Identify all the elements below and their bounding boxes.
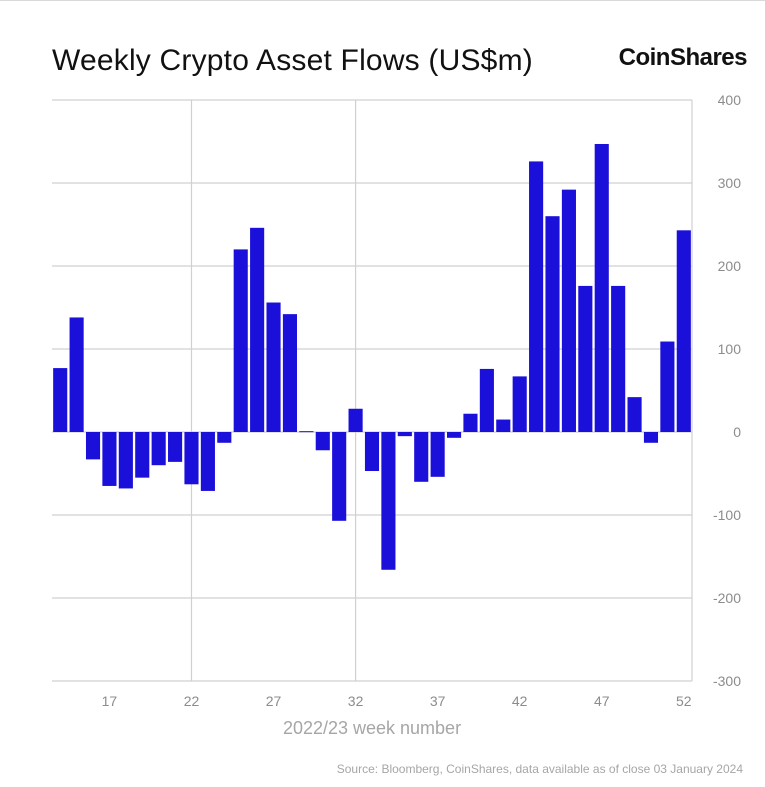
bar-week-25	[233, 249, 248, 432]
bar-week-47	[594, 143, 609, 433]
y-tick-label: -200	[713, 590, 741, 606]
x-tick-label: 47	[594, 693, 610, 709]
x-tick-label: 52	[676, 693, 692, 709]
bar-week-15	[69, 317, 84, 432]
y-tick-label: 300	[718, 175, 742, 191]
bar-week-43	[529, 161, 544, 433]
y-tick-label: 400	[718, 92, 742, 108]
bar-week-24	[217, 432, 232, 443]
y-tick-label: 200	[718, 258, 742, 274]
bar-week-33	[364, 432, 380, 472]
y-axis-ticks: 400 300 200 100 0 -100 -200 -300	[713, 92, 741, 689]
bar-week-37	[430, 432, 445, 477]
bar-week-46	[578, 285, 593, 432]
y-tick-label: -100	[713, 507, 741, 523]
bar-week-20	[151, 432, 166, 466]
x-axis-ticks: 17 22 27 32 37 42 47 52	[102, 693, 692, 709]
chart-title: Weekly Crypto Asset Flows (US$m)	[52, 44, 533, 77]
x-tick-label: 32	[348, 693, 364, 709]
bar-week-14	[53, 368, 68, 432]
bar-week-35	[397, 432, 412, 437]
bar-week-26	[250, 227, 265, 432]
y-tick-label: 100	[718, 341, 742, 357]
x-tick-label: 27	[266, 693, 282, 709]
bar-week-39	[463, 413, 478, 432]
bar-week-50	[643, 432, 659, 443]
bar-week-22	[184, 432, 199, 485]
y-tick-label: -300	[713, 673, 741, 689]
bar-week-45	[561, 189, 576, 432]
coinshares-logo: CoinShares	[618, 44, 748, 71]
bar-week-38	[446, 432, 462, 438]
bar-week-36	[414, 432, 429, 482]
bar-week-51	[660, 341, 675, 432]
bar-week-29	[299, 431, 314, 433]
bar-week-49	[627, 397, 642, 432]
bar-week-48	[611, 285, 626, 432]
y-tick-label: 0	[733, 424, 741, 440]
bar-week-40	[479, 368, 494, 432]
top-border	[0, 0, 765, 1]
bars	[53, 143, 691, 570]
bar-week-32	[348, 408, 363, 432]
x-tick-label: 17	[102, 693, 118, 709]
bar-week-41	[496, 419, 511, 432]
bar-week-31	[332, 432, 347, 521]
x-axis-label: 2022/23 week number	[282, 718, 462, 738]
bar-week-17	[102, 432, 117, 486]
bar-week-23	[200, 432, 215, 491]
source-note: Source: Bloomberg, CoinShares, data avai…	[336, 762, 743, 776]
bar-week-42	[512, 376, 527, 432]
bar-week-30	[315, 432, 330, 451]
bar-week-16	[85, 432, 101, 460]
bar-week-21	[168, 432, 183, 462]
bar-week-18	[118, 432, 133, 489]
x-tick-label: 22	[184, 693, 200, 709]
bar-week-28	[282, 314, 298, 432]
bar-week-34	[381, 432, 396, 570]
x-tick-label: 42	[512, 693, 528, 709]
bar-week-27	[266, 302, 281, 432]
bar-week-52	[676, 230, 691, 432]
bar-week-44	[545, 216, 560, 432]
x-tick-label: 37	[430, 693, 446, 709]
bar-week-19	[135, 432, 150, 478]
